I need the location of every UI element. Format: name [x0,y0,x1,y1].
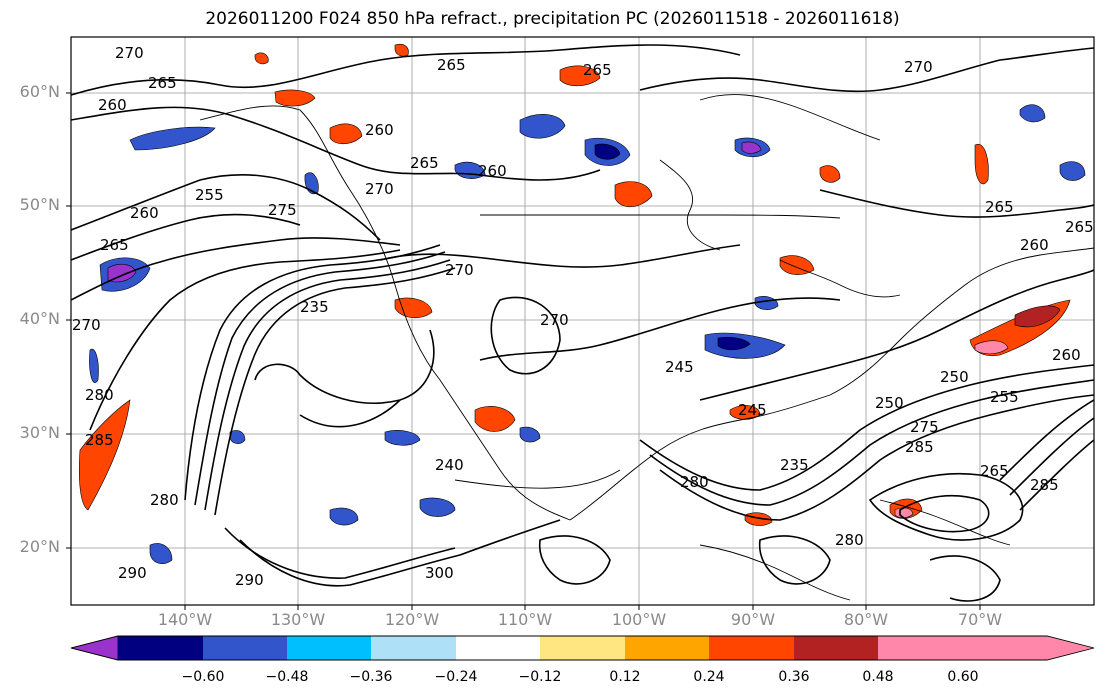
latitude-label: 50°N [19,195,60,214]
colorbar-tick-label: −0.60 [181,669,225,685]
longitude-label: 130°W [270,610,326,629]
colorbar-segment [371,636,456,660]
contour-label: 265 [148,74,177,92]
contour-label: 265 [980,462,1009,480]
colorbar-tick-label: −0.12 [518,669,562,685]
colorbar-segment [203,636,287,660]
longitude-label: 120°W [384,610,440,629]
colorbar-segment [287,636,371,660]
contour-label: 260 [365,121,394,139]
refractivity-contours [71,44,1094,602]
contour-label: 245 [738,401,767,419]
contour-label: 280 [835,531,864,549]
contour-label: 280 [85,386,114,404]
colorbar-segment [456,636,540,660]
latitude-label: 60°N [19,82,60,101]
contour-label: 255 [990,388,1019,406]
colorbar-segment [625,636,709,660]
contour-label: 260 [1052,346,1081,364]
contour-label: 270 [540,311,569,329]
contour-label: 265 [410,154,439,172]
colorbar [70,635,1095,661]
latitude-label: 30°N [19,423,60,442]
longitude-label: 140°W [157,610,213,629]
contour-label: 270 [115,44,144,62]
contour-label: 300 [425,564,454,582]
latitude-label: 20°N [19,537,60,556]
colorbar-segment [878,636,963,660]
colorbar-tick-label: −0.24 [434,669,478,685]
contour-label: 260 [130,204,159,222]
map-border [70,36,1095,606]
colorbar-segment [540,636,625,660]
contour-label: 290 [235,571,264,589]
contour-label: 265 [583,61,612,79]
contour-label: 280 [680,473,709,491]
contour-label: 265 [1065,218,1094,236]
contour-label: 260 [98,96,127,114]
contour-label: 255 [195,186,224,204]
colorbar-tick-label: 0.60 [947,669,979,685]
contour-label: 240 [435,456,464,474]
contour-label: 285 [1030,476,1059,494]
colorbar-tick-label: −0.36 [349,669,393,685]
precipitation-patches [78,43,1086,564]
colorbar-segment [709,636,794,660]
contour-label: 235 [780,456,809,474]
colorbar-segment [794,636,878,660]
contour-label: 265 [985,198,1014,216]
colorbar-tick-label: 0.12 [609,669,641,685]
contour-label: 285 [85,431,114,449]
longitude-label: 90°W [730,610,776,629]
contour-label: 275 [268,201,297,219]
contour-label: 270 [904,58,933,76]
contour-label: 270 [365,180,394,198]
contour-label: 275 [910,418,939,436]
colorbar-tick-label: 0.48 [862,669,894,685]
contour-label: 280 [150,491,179,509]
contour-label: 270 [72,316,101,334]
contour-label: 290 [118,564,147,582]
contour-label: 265 [437,56,466,74]
contour-labels: 270 265 260 265 260 255 260 265 275 270 … [72,44,1094,589]
coastlines [199,94,1094,601]
longitude-label: 80°W [843,610,889,629]
longitude-label: 110°W [497,610,553,629]
contour-label: 250 [940,368,969,386]
map-title: 2026011200 F024 850 hPa refract., precip… [205,9,900,29]
colorbar-tick-label: 0.36 [778,669,810,685]
contour-label: 260 [478,162,507,180]
contour-label: 270 [445,261,474,279]
contour-label: 285 [905,438,934,456]
contour-label: 235 [300,298,329,316]
contour-label: 260 [1020,236,1049,254]
contour-label: 265 [100,236,129,254]
colorbar-extend-high [963,636,1094,660]
colorbar-tick-label: −0.48 [265,669,309,685]
axis-ticks [66,92,981,610]
latitude-label: 40°N [19,309,60,328]
colorbar-segment [118,636,203,660]
contour-label: 250 [875,394,904,412]
longitude-label: 100°W [611,610,667,629]
contour-label: 245 [665,358,694,376]
colorbar-tick-label: 0.24 [693,669,725,685]
longitude-label: 70°W [957,610,1003,629]
colorbar-extend-low [70,635,119,661]
